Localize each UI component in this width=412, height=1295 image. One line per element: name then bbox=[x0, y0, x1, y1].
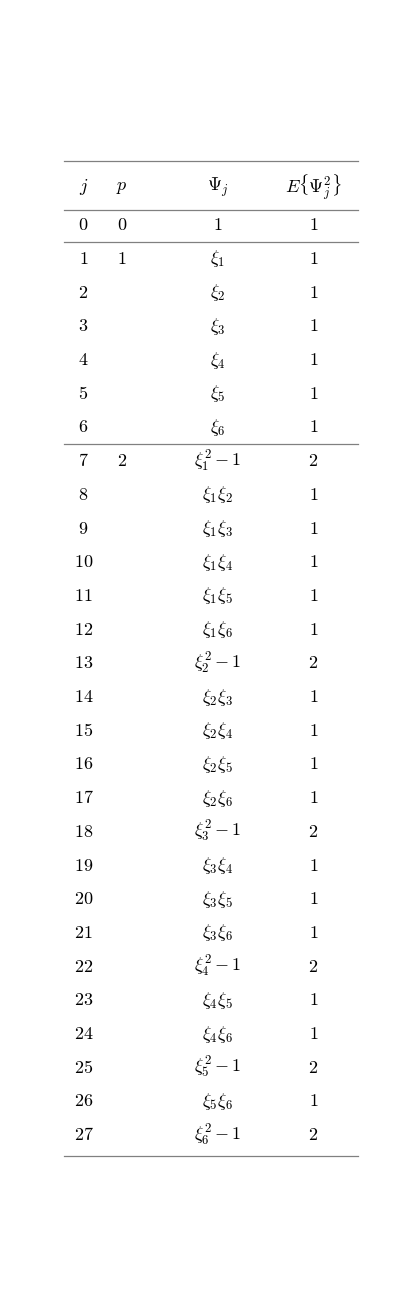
Text: $\xi_4^2-1$: $\xi_4^2-1$ bbox=[194, 954, 241, 979]
Text: $18$: $18$ bbox=[74, 822, 93, 840]
Text: $5$: $5$ bbox=[78, 385, 89, 403]
Text: $\xi_3$: $\xi_3$ bbox=[210, 316, 225, 337]
Text: $1$: $1$ bbox=[309, 284, 318, 302]
Text: $1$: $1$ bbox=[309, 620, 318, 638]
Text: $2$: $2$ bbox=[308, 822, 318, 840]
Text: $1$: $1$ bbox=[309, 216, 318, 234]
Text: $1$: $1$ bbox=[309, 992, 318, 1009]
Text: $\xi_2\xi_4$: $\xi_2\xi_4$ bbox=[202, 720, 233, 741]
Text: $2$: $2$ bbox=[308, 1127, 318, 1145]
Text: $0$: $0$ bbox=[117, 216, 127, 234]
Text: $1$: $1$ bbox=[309, 923, 318, 941]
Text: $E\{\Psi_j^2\}$: $E\{\Psi_j^2\}$ bbox=[285, 172, 342, 202]
Text: $\xi_2\xi_6$: $\xi_2\xi_6$ bbox=[202, 787, 233, 808]
Text: $19$: $19$ bbox=[74, 856, 93, 874]
Text: $24$: $24$ bbox=[74, 1026, 93, 1042]
Text: $\Psi_j$: $\Psi_j$ bbox=[206, 176, 229, 199]
Text: $\xi_2^2-1$: $\xi_2^2-1$ bbox=[194, 651, 241, 676]
Text: $17$: $17$ bbox=[73, 789, 94, 807]
Text: $26$: $26$ bbox=[74, 1093, 93, 1111]
Text: $j$: $j$ bbox=[79, 177, 88, 197]
Text: $1$: $1$ bbox=[309, 486, 318, 504]
Text: $1$: $1$ bbox=[309, 856, 318, 874]
Text: $14$: $14$ bbox=[74, 688, 93, 706]
Text: $2$: $2$ bbox=[308, 654, 318, 672]
Text: $\xi_6$: $\xi_6$ bbox=[210, 417, 225, 438]
Text: $21$: $21$ bbox=[74, 923, 93, 941]
Text: $\xi_3^2-1$: $\xi_3^2-1$ bbox=[194, 820, 241, 844]
Text: $\xi_2\xi_5$: $\xi_2\xi_5$ bbox=[202, 754, 233, 774]
Text: $\xi_1\xi_6$: $\xi_1\xi_6$ bbox=[202, 619, 233, 640]
Text: $1$: $1$ bbox=[309, 1026, 318, 1042]
Text: $10$: $10$ bbox=[74, 553, 93, 571]
Text: $8$: $8$ bbox=[78, 486, 89, 504]
Text: $1$: $1$ bbox=[309, 553, 318, 571]
Text: $\xi_2$: $\xi_2$ bbox=[210, 282, 225, 303]
Text: $20$: $20$ bbox=[74, 890, 93, 908]
Text: $\xi_4$: $\xi_4$ bbox=[210, 350, 225, 370]
Text: $\xi_1\xi_2$: $\xi_1\xi_2$ bbox=[202, 484, 233, 505]
Text: $22$: $22$ bbox=[74, 958, 93, 975]
Text: $25$: $25$ bbox=[74, 1059, 93, 1076]
Text: $\xi_3\xi_6$: $\xi_3\xi_6$ bbox=[202, 922, 233, 944]
Text: $1$: $1$ bbox=[309, 250, 318, 268]
Text: $7$: $7$ bbox=[78, 452, 89, 470]
Text: $9$: $9$ bbox=[78, 519, 89, 537]
Text: $1$: $1$ bbox=[309, 789, 318, 807]
Text: $\xi_1^2-1$: $\xi_1^2-1$ bbox=[194, 448, 241, 474]
Text: $\xi_4\xi_5$: $\xi_4\xi_5$ bbox=[202, 989, 233, 1011]
Text: $\xi_2\xi_3$: $\xi_2\xi_3$ bbox=[202, 686, 233, 707]
Text: $2$: $2$ bbox=[308, 1059, 318, 1076]
Text: $6$: $6$ bbox=[78, 418, 89, 436]
Text: $0$: $0$ bbox=[78, 216, 89, 234]
Text: $1$: $1$ bbox=[79, 250, 88, 268]
Text: $\xi_1\xi_5$: $\xi_1\xi_5$ bbox=[202, 585, 233, 606]
Text: $27$: $27$ bbox=[73, 1127, 94, 1145]
Text: $15$: $15$ bbox=[74, 721, 93, 739]
Text: $\xi_4\xi_6$: $\xi_4\xi_6$ bbox=[202, 1023, 233, 1045]
Text: $1$: $1$ bbox=[309, 317, 318, 335]
Text: $1$: $1$ bbox=[309, 385, 318, 403]
Text: $\xi_3\xi_5$: $\xi_3\xi_5$ bbox=[202, 888, 233, 910]
Text: $\xi_3\xi_4$: $\xi_3\xi_4$ bbox=[202, 855, 233, 877]
Text: $2$: $2$ bbox=[117, 452, 127, 470]
Text: $\xi_1\xi_4$: $\xi_1\xi_4$ bbox=[202, 552, 233, 572]
Text: $\xi_1$: $\xi_1$ bbox=[210, 249, 225, 269]
Text: $2$: $2$ bbox=[308, 958, 318, 975]
Text: $13$: $13$ bbox=[74, 654, 93, 672]
Text: $1$: $1$ bbox=[117, 250, 126, 268]
Text: $1$: $1$ bbox=[309, 721, 318, 739]
Text: $p$: $p$ bbox=[116, 179, 128, 197]
Text: $1$: $1$ bbox=[309, 587, 318, 605]
Text: $1$: $1$ bbox=[213, 216, 222, 234]
Text: $1$: $1$ bbox=[309, 1093, 318, 1111]
Text: $1$: $1$ bbox=[309, 890, 318, 908]
Text: $4$: $4$ bbox=[78, 351, 89, 369]
Text: $1$: $1$ bbox=[309, 519, 318, 537]
Text: $\xi_5$: $\xi_5$ bbox=[210, 383, 225, 404]
Text: $\xi_5^2-1$: $\xi_5^2-1$ bbox=[194, 1055, 241, 1080]
Text: $23$: $23$ bbox=[74, 992, 93, 1009]
Text: $12$: $12$ bbox=[74, 620, 93, 638]
Text: $\xi_5\xi_6$: $\xi_5\xi_6$ bbox=[202, 1090, 233, 1112]
Text: $2$: $2$ bbox=[308, 452, 318, 470]
Text: $3$: $3$ bbox=[78, 317, 89, 335]
Text: $\xi_6^2-1$: $\xi_6^2-1$ bbox=[194, 1123, 241, 1147]
Text: $2$: $2$ bbox=[78, 284, 89, 302]
Text: $1$: $1$ bbox=[309, 418, 318, 436]
Text: $1$: $1$ bbox=[309, 351, 318, 369]
Text: $11$: $11$ bbox=[74, 587, 93, 605]
Text: $1$: $1$ bbox=[309, 755, 318, 773]
Text: $1$: $1$ bbox=[309, 688, 318, 706]
Text: $16$: $16$ bbox=[74, 755, 93, 773]
Text: $\xi_1\xi_3$: $\xi_1\xi_3$ bbox=[202, 518, 233, 539]
